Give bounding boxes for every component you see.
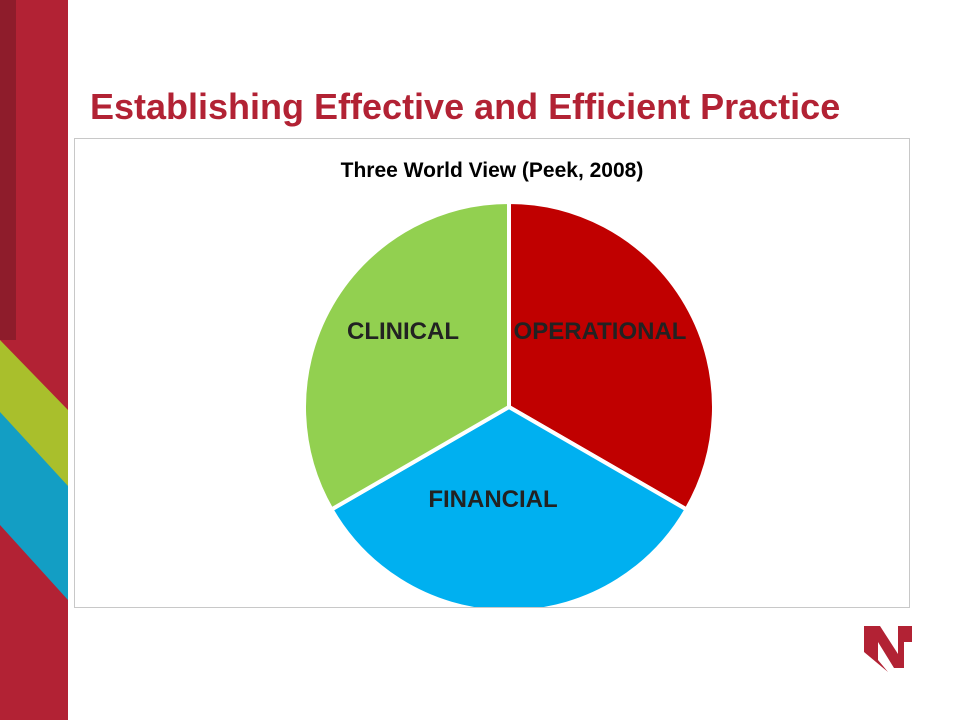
chart-title: Three World View (Peek, 2008) [341,159,644,182]
pie-labels: OPERATIONAL FINANCIAL CLINICAL [347,318,686,513]
band-teal-stripe [0,412,68,600]
pie-chart: Three World View (Peek, 2008) OPERATIONA… [302,159,716,607]
slide-title: Establishing Effective and Efficient Pra… [90,86,841,127]
pie-label-clinical: CLINICAL [347,318,459,345]
nebraska-n-logo-icon [864,626,912,672]
pie-slices [302,200,716,607]
pie-slice-operational [507,200,716,512]
pie-label-financial: FINANCIAL [428,486,557,513]
band-red-lower-stripe [0,600,68,720]
band-red-dark-strip [0,0,16,340]
pie-slice-clinical [302,200,511,512]
band-green-stripe [0,340,68,500]
sidebar-decorative-band [0,0,68,720]
chart-frame: Three World View (Peek, 2008) OPERATIONA… [74,138,910,608]
pie-slice-financial [329,405,689,607]
pie-label-operational: OPERATIONAL [514,318,687,345]
